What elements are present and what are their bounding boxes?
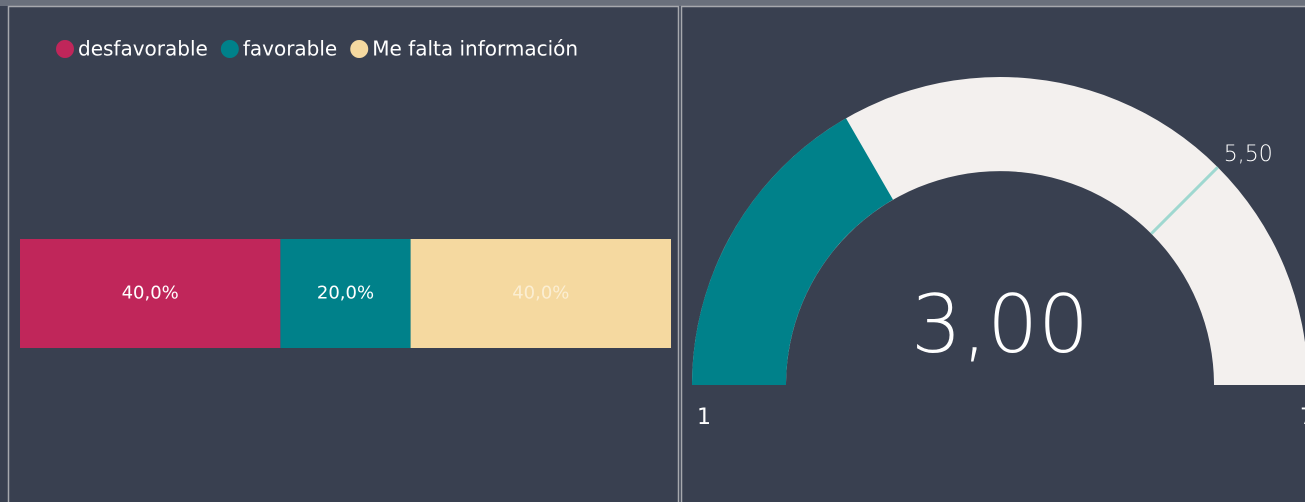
left-panel bbox=[7, 5, 680, 502]
legend-marker bbox=[220, 40, 239, 58]
legend-label: desfavorable bbox=[78, 37, 208, 61]
bar-segment bbox=[280, 239, 411, 348]
bar-segment bbox=[410, 239, 671, 348]
gauge-target bbox=[1150, 166, 1219, 235]
right-panel bbox=[680, 5, 1305, 502]
legend-label: Me falta información bbox=[372, 37, 578, 61]
max-label: 7 bbox=[1300, 405, 1305, 430]
data-label: 40,0% bbox=[512, 283, 569, 304]
min-label: 1 bbox=[697, 405, 711, 430]
bar-segment bbox=[20, 239, 281, 348]
gauge-chart: 5,50 3,00 1 7 bbox=[692, 77, 1305, 430]
top-strip bbox=[0, 0, 1305, 6]
stacked-bar-chart: desfavorable favorable Me falta informació… bbox=[20, 37, 671, 348]
target-label: 5,50 bbox=[1224, 142, 1273, 167]
legend-marker bbox=[350, 40, 369, 58]
data-label: 40,0% bbox=[122, 283, 179, 304]
value-label: 3,00 bbox=[911, 278, 1089, 371]
legend-label: favorable bbox=[243, 37, 337, 61]
legend-marker bbox=[56, 40, 74, 58]
data-label: 20,0% bbox=[317, 283, 374, 304]
gauge-value bbox=[692, 118, 893, 386]
